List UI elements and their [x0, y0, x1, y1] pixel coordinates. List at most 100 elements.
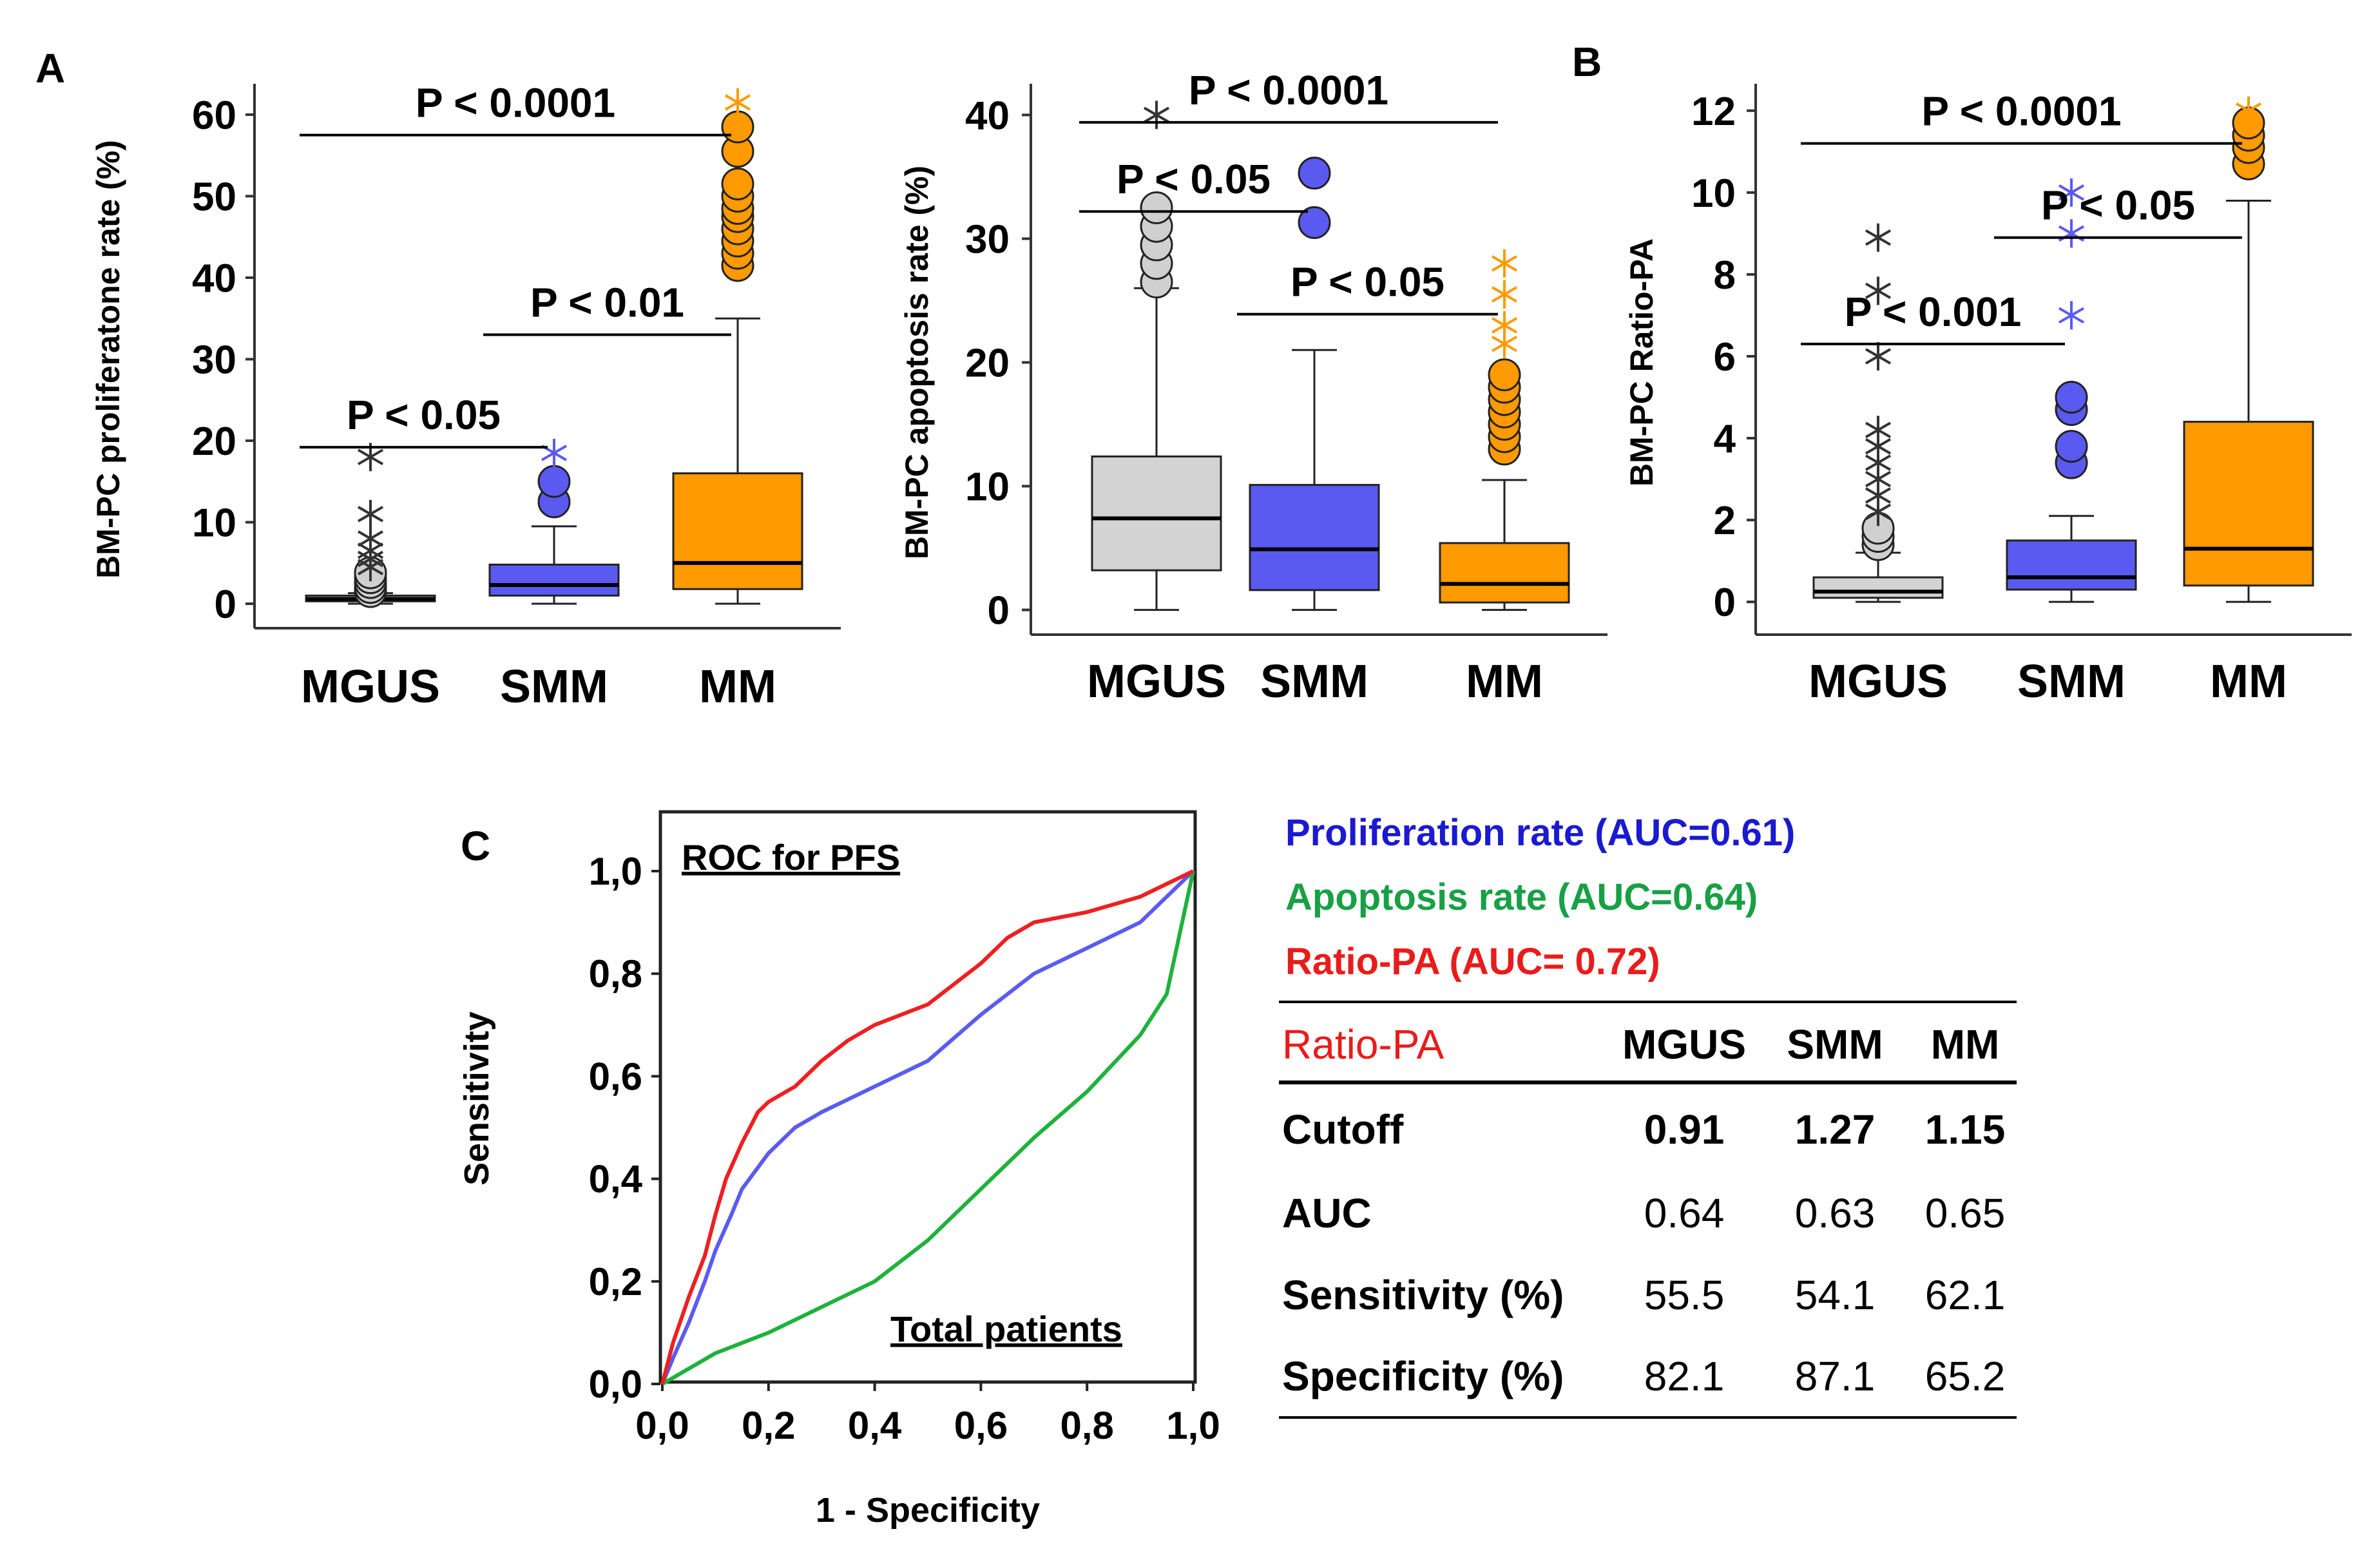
box-mm: [672, 472, 803, 590]
category-label: MGUS: [301, 661, 440, 713]
roc-plot-frame: [658, 810, 1197, 1384]
outlier-star: [1865, 223, 1892, 252]
y-tick-label: 8: [1714, 253, 1736, 298]
outlier-star: [1491, 311, 1518, 340]
chart-a-apoptosis: 0 10 20 30 40 BM-PC apoptosis rate (%) MGUS SMM…: [899, 67, 1607, 707]
y-tick-label: 0: [215, 582, 236, 627]
table-header-smm: SMM: [1787, 1021, 1883, 1068]
table-cell: 65.2: [1925, 1353, 2006, 1399]
outlier-star: [1491, 280, 1518, 309]
roc-y-tick-label: 0,8: [589, 952, 642, 995]
outlier-circle: [1298, 157, 1331, 190]
y-tick-label: 60: [192, 93, 236, 138]
box-smm: [488, 563, 620, 597]
y-tick-label: 0: [988, 589, 1010, 633]
table-cell: 55.5: [1644, 1272, 1725, 1318]
y-tick-label: 40: [192, 256, 236, 301]
roc-y-tick-label: 0,4: [589, 1158, 643, 1201]
p-value-label: P < 0.0001: [416, 80, 615, 126]
roc-ticks: 0,0 0,2 0,4 0,6 0,8 1,0 0,0 0,2 0,4 0,6 0,8 1,0: [589, 850, 1220, 1447]
outlier-circle: [1298, 206, 1331, 239]
category-label: SMM: [500, 661, 608, 713]
table-cell: 0.64: [1644, 1190, 1725, 1236]
roc-x-label: 1 - Specificity: [816, 1491, 1040, 1530]
outlier-star: [2235, 96, 2262, 125]
stats-table: Ratio-PA MGUS SMM MM Cutoff 0.91 1.27 1.…: [1279, 1001, 2017, 1419]
box-mgus: [1812, 576, 1944, 599]
y-tick-label: 10: [192, 501, 236, 546]
table-cell: 1.15: [1925, 1106, 2006, 1153]
box-smm: [2006, 539, 2137, 591]
p-value-label: P < 0.01: [530, 280, 684, 326]
roc-lines: [660, 869, 1195, 1386]
y-axis-label: BM-PC proliferatone rate (%): [90, 140, 126, 579]
box-mm: [2183, 421, 2314, 587]
p-value-label: P < 0.001: [1845, 289, 2022, 335]
outlier-star: [357, 499, 384, 528]
y-tick-label: 0: [1714, 581, 1736, 625]
roc-y-label: Sensitivity: [457, 1012, 496, 1186]
y-tick-label: 30: [192, 338, 236, 383]
y-tick-label: 12: [1691, 90, 1736, 134]
chart-a-proliferation: 0 10 20 30 40 50 60 BM-PC proliferatone rate (%…: [90, 80, 841, 713]
roc-x-tick-label: 0,4: [848, 1404, 902, 1447]
p-value-label: P < 0.05: [1291, 259, 1444, 305]
box-smm: [1249, 484, 1380, 591]
outlier-star: [357, 524, 384, 553]
legend-proliferation: Proliferation rate (AUC=0.61): [1285, 812, 1795, 854]
outlier-star: [1491, 249, 1518, 278]
y-tick-label: 30: [965, 217, 1010, 262]
y-tick-label: 20: [192, 419, 236, 464]
y-tick-label: 20: [965, 341, 1010, 386]
y-tick-label: 10: [965, 465, 1010, 510]
p-value-label: P < 0.0001: [1921, 88, 2121, 135]
y-tick-label: 6: [1714, 335, 1736, 379]
table-row-label: Cutoff: [1282, 1106, 1404, 1153]
outlier-circle: [1488, 358, 1521, 392]
outlier-star: [2058, 301, 2085, 330]
roc-curve-proliferation-rate: [660, 869, 1195, 1385]
outlier-star: [1143, 101, 1170, 130]
y-tick-label: 10: [1691, 171, 1736, 216]
table-cell: 1.27: [1795, 1106, 1876, 1153]
table-cell: 0.91: [1644, 1106, 1725, 1153]
category-label: MM: [2210, 656, 2287, 707]
outlier-circle: [537, 465, 571, 498]
panel-letter-c: C: [461, 823, 490, 869]
outlier-star: [724, 88, 751, 117]
table-cell: 62.1: [1925, 1272, 2006, 1318]
y-tick-label: 4: [1714, 417, 1736, 461]
y-axis-label: BM-PC apoptosis rate (%): [899, 166, 935, 559]
table-header-mm: MM: [1931, 1021, 2000, 1068]
roc-x-tick-label: 0,8: [1060, 1404, 1113, 1447]
roc-x-tick-label: 0,0: [635, 1404, 689, 1447]
table-cell: 0.63: [1795, 1190, 1876, 1236]
p-value-label: P < 0.05: [1117, 156, 1271, 202]
roc-annotation: Total patients: [890, 1309, 1122, 1349]
category-label: SMM: [2017, 656, 2126, 707]
y-tick-label: 50: [192, 175, 236, 219]
roc-x-tick-label: 0,2: [742, 1404, 795, 1447]
outlier-star: [1865, 416, 1892, 445]
outlier-star: [541, 438, 568, 467]
outlier-star: [2058, 178, 2085, 207]
category-label: MGUS: [1809, 656, 1948, 707]
legend-ratio: Ratio-PA (AUC= 0.72): [1285, 941, 1660, 983]
p-value-label: P < 0.05: [347, 392, 501, 438]
legend-apoptosis: Apoptosis rate (AUC=0.64): [1285, 876, 1758, 918]
table-cell: 82.1: [1644, 1353, 1725, 1399]
panel-letter-b: B: [1572, 39, 1602, 85]
p-value-label: P < 0.0001: [1189, 67, 1388, 113]
box-mm: [1439, 542, 1570, 604]
box-mgus: [1091, 455, 1222, 571]
roc-y-tick-label: 0,6: [589, 1055, 642, 1098]
outlier-star: [1865, 341, 1892, 370]
y-axis-label: BM-PC Ratio-PA: [1624, 238, 1660, 486]
y-tick-label: 40: [965, 93, 1010, 138]
chart-b-ratio-pa: 0 2 4 6 8 10 12 BM-PC Ratio-PA MGUS SMM MM P < 0.00…: [1624, 84, 2352, 707]
category-label: SMM: [1260, 656, 1368, 707]
roc-y-tick-label: 0,2: [589, 1260, 642, 1303]
table-row-label: AUC: [1282, 1190, 1372, 1236]
roc-y-tick-label: 1,0: [589, 850, 642, 893]
